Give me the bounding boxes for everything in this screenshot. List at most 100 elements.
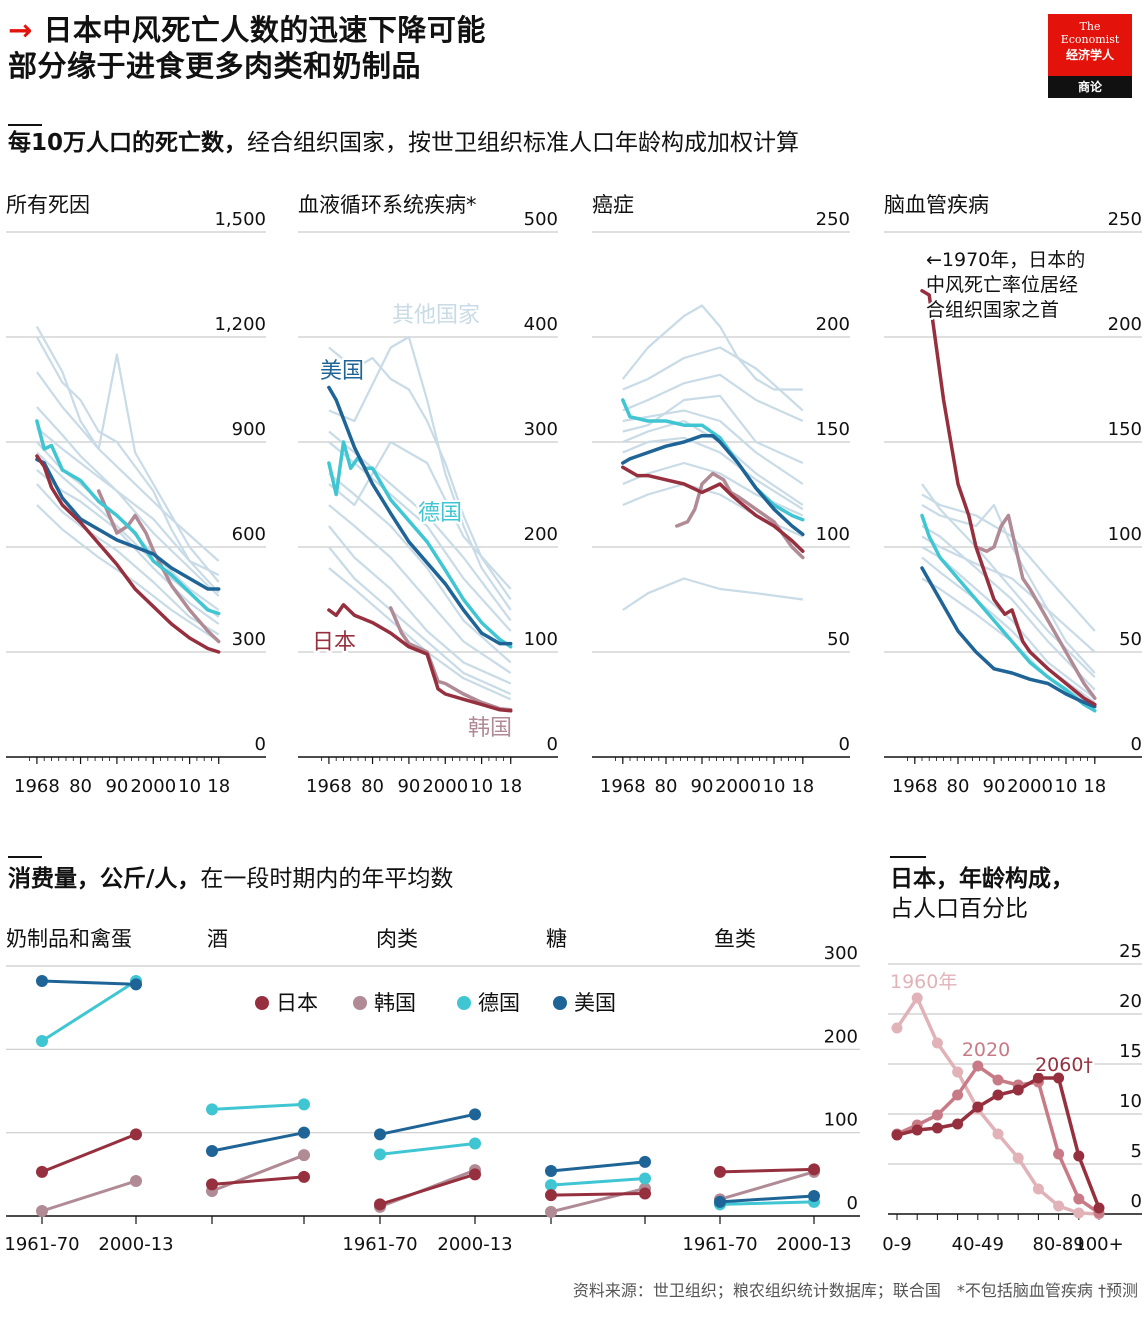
panel-4-y-tick-label: 100 <box>1108 524 1142 545</box>
section-1-rule <box>8 124 42 126</box>
panel-3-title: 癌症 <box>592 193 634 217</box>
consumption-point-germany <box>36 1035 48 1047</box>
panel-1-series-usa <box>35 457 221 591</box>
age-point-age_1960 <box>992 1128 1004 1140</box>
logo-red-block: The Economist 经济学人 <box>1048 14 1132 76</box>
panel-4-series-other-country <box>921 503 1096 674</box>
panel-3-x-tick-label: 90 <box>691 776 714 797</box>
consumption-slope-japan <box>379 1172 476 1206</box>
panel-3-x-tick-label: 18 <box>791 776 814 797</box>
section-2-rule <box>8 856 42 858</box>
panel-4-x-tick-label: 18 <box>1083 776 1106 797</box>
series-label-korea: 韩国 <box>468 716 512 741</box>
consumption-slope-japan <box>41 1132 137 1174</box>
consumption-point-usa <box>36 975 48 987</box>
legend-label-japan: 日本 <box>276 991 318 1015</box>
panel-1-series-germany <box>35 419 221 616</box>
consumption-y-tick-label: 300 <box>824 943 858 964</box>
panel-3-y-tick-label: 50 <box>827 629 850 650</box>
panel-4-title: 脑血管疾病 <box>884 193 989 217</box>
age-point-age_1960 <box>1073 1207 1085 1219</box>
consumption-point-usa <box>298 1126 310 1139</box>
consumption-point-japan <box>36 1165 48 1178</box>
panel-2-title: 血液循环系统疾病* <box>298 193 477 217</box>
section-2-heading: 消费量，公斤/人，在一段时期内的年平均数 <box>8 864 453 894</box>
panel-3-series-usa <box>621 433 805 537</box>
panel-4-series-other-country <box>921 546 1096 700</box>
japan-1970-annotation-line: ←1970年，日本的 <box>926 249 1085 271</box>
age-x-tick-label: 80-89 <box>1032 1234 1084 1255</box>
panel-1-y-tick-label: 1,200 <box>214 314 266 335</box>
consumption-point-usa <box>206 1145 218 1157</box>
age-point-age_2020 <box>931 1109 943 1121</box>
panel-3-series-other-country <box>622 346 804 412</box>
consumption-panel-title: 鱼类 <box>714 927 756 951</box>
consumption-panel-title: 奶制品和禽蛋 <box>6 927 132 951</box>
panel-3-series-other-country <box>622 436 804 511</box>
panel-4-x-tick-label: 90 <box>983 776 1006 797</box>
series-label-others: 其他国家 <box>392 303 480 328</box>
panel-3-y-tick-label: 250 <box>816 209 850 230</box>
panel-3-series-other-country <box>621 304 803 391</box>
panel-3-x-tick-label: 10 <box>763 776 786 797</box>
age-point-age_2060 <box>931 1122 943 1134</box>
consumption-slope-korea <box>41 1179 137 1213</box>
age-point-age_1960 <box>931 1037 943 1049</box>
age-point-age_2060 <box>1073 1150 1085 1162</box>
age-point-age_2060 <box>911 1124 923 1136</box>
panel-1-y-tick-label: 300 <box>232 629 266 650</box>
consumption-y-tick-label: 200 <box>824 1026 858 1047</box>
panel-2-series-japan <box>327 603 513 713</box>
section-1-heading: 每10万人口的死亡数，经合组织国家，按世卫组织标准人口年龄构成加权计算 <box>8 128 799 158</box>
consumption-panel-title: 糖 <box>546 927 567 951</box>
consumption-point-japan <box>374 1198 386 1211</box>
panel-4-y-tick-label: 0 <box>1131 734 1142 755</box>
panel-3-series-other-country <box>622 419 804 506</box>
panel-4-x-tick-label: 10 <box>1055 776 1078 797</box>
panel-1-x-tick-label: 10 <box>178 776 201 797</box>
consumption-point-korea <box>298 1149 310 1162</box>
panel-1-y-tick-label: 900 <box>232 419 266 440</box>
age-point-age_2060 <box>952 1118 964 1130</box>
age-point-age_1960 <box>911 992 923 1004</box>
consumption-point-germany <box>469 1137 481 1150</box>
age-point-age_1960 <box>1012 1152 1024 1164</box>
age-point-age_1960 <box>1053 1200 1065 1212</box>
panel-2-y-tick-label: 0 <box>547 734 558 755</box>
panel-1-x-tick-label: 2000 <box>130 776 176 797</box>
age-x-tick-label: 100+ <box>1074 1234 1123 1255</box>
panel-2-x-tick-label: 90 <box>397 776 420 797</box>
age-y-tick-label: 0 <box>1131 1191 1142 1212</box>
age-x-tick-label: 0-9 <box>882 1234 911 1255</box>
logo-text-economist: Economist <box>1060 33 1120 46</box>
consumption-slope-korea <box>211 1153 305 1193</box>
age-y-tick-label: 10 <box>1119 1091 1142 1112</box>
age-series-label-age_2060: 2060† <box>1035 1054 1093 1076</box>
consumption-x-tick-label: 2000-13 <box>437 1234 512 1255</box>
consumption-slope-germany <box>41 979 137 1043</box>
panel-2-series-other-country <box>328 546 512 696</box>
consumption-point-germany <box>206 1103 218 1116</box>
panel-2-y-tick-label: 300 <box>524 419 558 440</box>
panel-3-y-tick-label: 0 <box>839 734 850 755</box>
panel-1-series-japan <box>35 454 221 654</box>
panel-1-series-other-country <box>35 325 220 583</box>
panel-4-y-tick-label: 250 <box>1108 209 1142 230</box>
age-point-age_2060 <box>1093 1202 1105 1214</box>
panel-4-series-japan <box>920 289 1097 707</box>
panel-1-series-other-country <box>36 427 220 576</box>
age-point-age_2060 <box>972 1101 984 1113</box>
panel-2-y-tick-label: 500 <box>524 209 558 230</box>
panel-2-y-tick-label: 200 <box>524 524 558 545</box>
section-1-heading-rest: 经合组织国家，按世卫组织标准人口年龄构成加权计算 <box>247 130 800 156</box>
consumption-x-tick-label: 2000-13 <box>98 1234 173 1255</box>
panel-2-y-tick-label: 100 <box>524 629 558 650</box>
section-3-heading-bold: 日本，年龄构成， <box>890 866 1074 892</box>
title-line-1: 日本中风死亡人数的迅速下降可能 <box>43 13 486 47</box>
panel-3-y-tick-label: 150 <box>816 419 850 440</box>
consumption-slope-usa <box>719 1194 815 1204</box>
age-point-age_1960 <box>952 1066 964 1078</box>
panel-1-title: 所有死因 <box>6 193 90 217</box>
panel-2-x-tick-label: 18 <box>499 776 522 797</box>
panel-1-y-tick-label: 1,500 <box>214 209 266 230</box>
